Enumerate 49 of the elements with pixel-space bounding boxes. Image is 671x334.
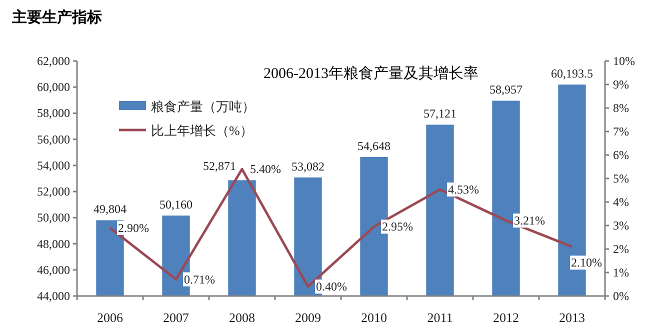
data-label: 52,871 bbox=[203, 159, 236, 174]
x-tick-label: 2011 bbox=[427, 310, 453, 325]
y-tick-label: 62,000 bbox=[37, 54, 70, 68]
x-tick-label: 2012 bbox=[493, 310, 519, 325]
data-label: 5.40% bbox=[250, 162, 281, 176]
data-label: 2.95% bbox=[382, 220, 413, 234]
data-label: 60,193.5 bbox=[551, 66, 593, 81]
y2-tick-label: 4% bbox=[613, 195, 629, 209]
data-label: 0.71% bbox=[184, 272, 215, 286]
y2-tick-label: 1% bbox=[613, 266, 629, 280]
data-label: 4.53% bbox=[448, 182, 479, 197]
data-label: 57,121 bbox=[424, 106, 456, 121]
y-tick-label: 50,000 bbox=[37, 210, 70, 225]
y2-tick-label: 7% bbox=[613, 124, 629, 138]
y-tick-label: 58,000 bbox=[37, 106, 70, 120]
data-label: 0.40% bbox=[316, 280, 347, 294]
y2-tick-label: 3% bbox=[613, 218, 629, 232]
data-label: 58,957 bbox=[490, 82, 522, 97]
data-label: 2.90% bbox=[118, 220, 149, 235]
y2-tick-label: 5% bbox=[613, 172, 629, 186]
y2-tick-label: 6% bbox=[613, 148, 629, 162]
text: 主要生产指标 bbox=[11, 8, 102, 26]
chart-title: 2006-2013年粮食产量及其增长率 bbox=[264, 65, 478, 82]
y2-tick-label: 0% bbox=[613, 289, 629, 303]
y-tick-label: 54,000 bbox=[37, 158, 70, 172]
legend-label: 粮食产量（万吨） bbox=[151, 99, 255, 114]
data-label: 50,160 bbox=[160, 198, 192, 212]
x-tick-label: 2008 bbox=[229, 310, 255, 325]
data-label: 3.21% bbox=[514, 214, 545, 228]
data-label: 2.10% bbox=[571, 256, 602, 270]
y-tick-label: 56,000 bbox=[37, 132, 70, 146]
x-tick-label: 2006 bbox=[97, 310, 124, 325]
data-label: 54,648 bbox=[358, 138, 390, 153]
y-tick-label: 52,000 bbox=[37, 184, 70, 199]
x-tick-label: 2009 bbox=[295, 310, 321, 325]
y-tick-label: 46,000 bbox=[37, 262, 70, 277]
x-tick-label: 2007 bbox=[163, 310, 190, 325]
y2-tick-label: 10% bbox=[613, 54, 635, 68]
y2-tick-label: 9% bbox=[613, 78, 629, 92]
x-tick-label: 2010 bbox=[361, 310, 387, 325]
legend-label: 比上年增长（%） bbox=[151, 123, 253, 138]
y2-tick-label: 2% bbox=[613, 242, 629, 256]
y2-tick-label: 8% bbox=[613, 101, 629, 115]
data-label: 49,804 bbox=[94, 202, 126, 216]
y-tick-label: 48,000 bbox=[37, 236, 70, 251]
y-tick-label: 44,000 bbox=[37, 289, 70, 303]
y-tick-label: 60,000 bbox=[37, 80, 70, 94]
data-label: 53,082 bbox=[292, 159, 324, 174]
x-tick-label: 2013 bbox=[559, 310, 585, 325]
